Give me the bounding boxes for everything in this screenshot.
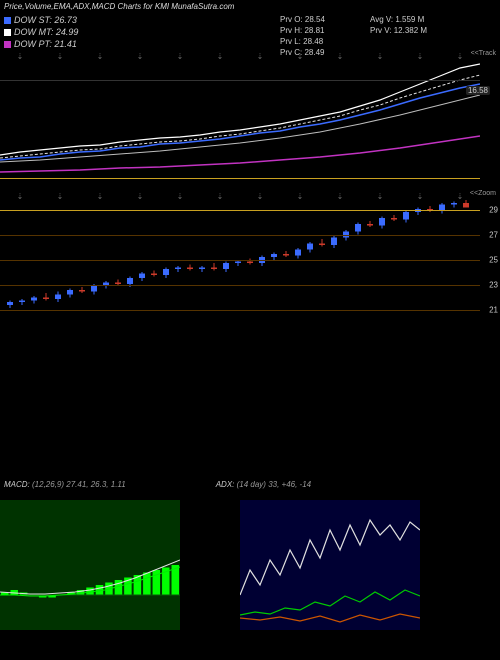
adx-values: (14 day) 33, +46, -14 xyxy=(237,480,312,489)
price-tick-row: ⇣ ⇣ ⇣ ⇣ ⇣ ⇣ ⇣ ⇣ ⇣ ⇣ ⇣ ⇣ xyxy=(0,52,480,61)
adx-label: ADX: xyxy=(216,480,235,489)
tick-icon: ⇣ xyxy=(417,52,424,61)
adx-panel xyxy=(240,500,420,630)
y-axis-label: 29 xyxy=(489,206,498,215)
tick-icon: ⇣ xyxy=(257,192,264,201)
price-annotation: 16.58 xyxy=(466,86,490,95)
legend-swatch xyxy=(4,29,11,36)
tick-icon: ⇣ xyxy=(417,192,424,201)
y-axis-label: 23 xyxy=(489,281,498,290)
tick-icon: ⇣ xyxy=(97,52,104,61)
gridline xyxy=(0,260,480,261)
macd-panel xyxy=(0,500,180,630)
tick-icon: ⇣ xyxy=(337,52,344,61)
y-axis-label: 21 xyxy=(489,306,498,315)
macd-values: (12,26,9) 27.41, 26.3, 1.11 xyxy=(32,480,126,489)
candlestick-chart: <<Zoom2927252321 xyxy=(0,200,500,320)
tick-icon: ⇣ xyxy=(297,192,304,201)
info-row: Avg V: 1.559 M xyxy=(370,14,427,25)
tick-icon: ⇣ xyxy=(17,192,24,201)
info-row: Prv O: 28.54 xyxy=(280,14,325,25)
legend-item: DOW MT: 24.99 xyxy=(4,26,78,38)
tick-icon: ⇣ xyxy=(177,192,184,201)
tick-icon: ⇣ xyxy=(57,52,64,61)
tick-icon: ⇣ xyxy=(337,192,344,201)
y-axis-label: 25 xyxy=(489,256,498,265)
legend: DOW ST: 26.73DOW MT: 24.99DOW PT: 21.41 xyxy=(4,14,78,50)
tick-icon: ⇣ xyxy=(257,52,264,61)
tick-icon: ⇣ xyxy=(97,192,104,201)
gridline xyxy=(0,310,480,311)
gridline xyxy=(0,235,480,236)
chart-title: Price,Volume,EMA,ADX,MACD Charts for KMI… xyxy=(4,2,234,11)
info-row: Prv V: 12.382 M xyxy=(370,25,427,36)
tick-icon: ⇣ xyxy=(457,192,464,201)
tick-icon: ⇣ xyxy=(297,52,304,61)
tick-icon: ⇣ xyxy=(137,52,144,61)
legend-item: DOW PT: 21.41 xyxy=(4,38,78,50)
gridline xyxy=(0,178,480,179)
tick-icon: ⇣ xyxy=(217,192,224,201)
legend-swatch xyxy=(4,17,11,24)
tick-icon: ⇣ xyxy=(377,192,384,201)
y-axis-label: 27 xyxy=(489,231,498,240)
candle-tick-row: ⇣ ⇣ ⇣ ⇣ ⇣ ⇣ ⇣ ⇣ ⇣ ⇣ ⇣ ⇣ xyxy=(0,192,480,201)
tick-icon: ⇣ xyxy=(137,192,144,201)
tick-icon: ⇣ xyxy=(377,52,384,61)
info-row: Prv L: 28.48 xyxy=(280,36,325,47)
macd-label: MACD: xyxy=(4,480,30,489)
gridline xyxy=(0,80,480,81)
legend-item: DOW ST: 26.73 xyxy=(4,14,78,26)
price-ema-chart: <<Track16.58 xyxy=(0,60,500,180)
tick-icon: ⇣ xyxy=(457,52,464,61)
legend-swatch xyxy=(4,41,11,48)
price-info-right: Avg V: 1.559 MPrv V: 12.382 M xyxy=(370,14,427,36)
tick-icon: ⇣ xyxy=(17,52,24,61)
legend-label: DOW ST: 26.73 xyxy=(14,14,77,26)
legend-label: DOW MT: 24.99 xyxy=(14,26,78,38)
tick-icon: ⇣ xyxy=(217,52,224,61)
gridline xyxy=(0,285,480,286)
legend-label: DOW PT: 21.41 xyxy=(14,38,77,50)
tick-icon: ⇣ xyxy=(57,192,64,201)
info-row: Prv H: 28.81 xyxy=(280,25,325,36)
gridline xyxy=(0,210,480,211)
tick-icon: ⇣ xyxy=(177,52,184,61)
indicator-labels: MACD: (12,26,9) 27.41, 26.3, 1.11 ADX: (… xyxy=(4,480,311,489)
